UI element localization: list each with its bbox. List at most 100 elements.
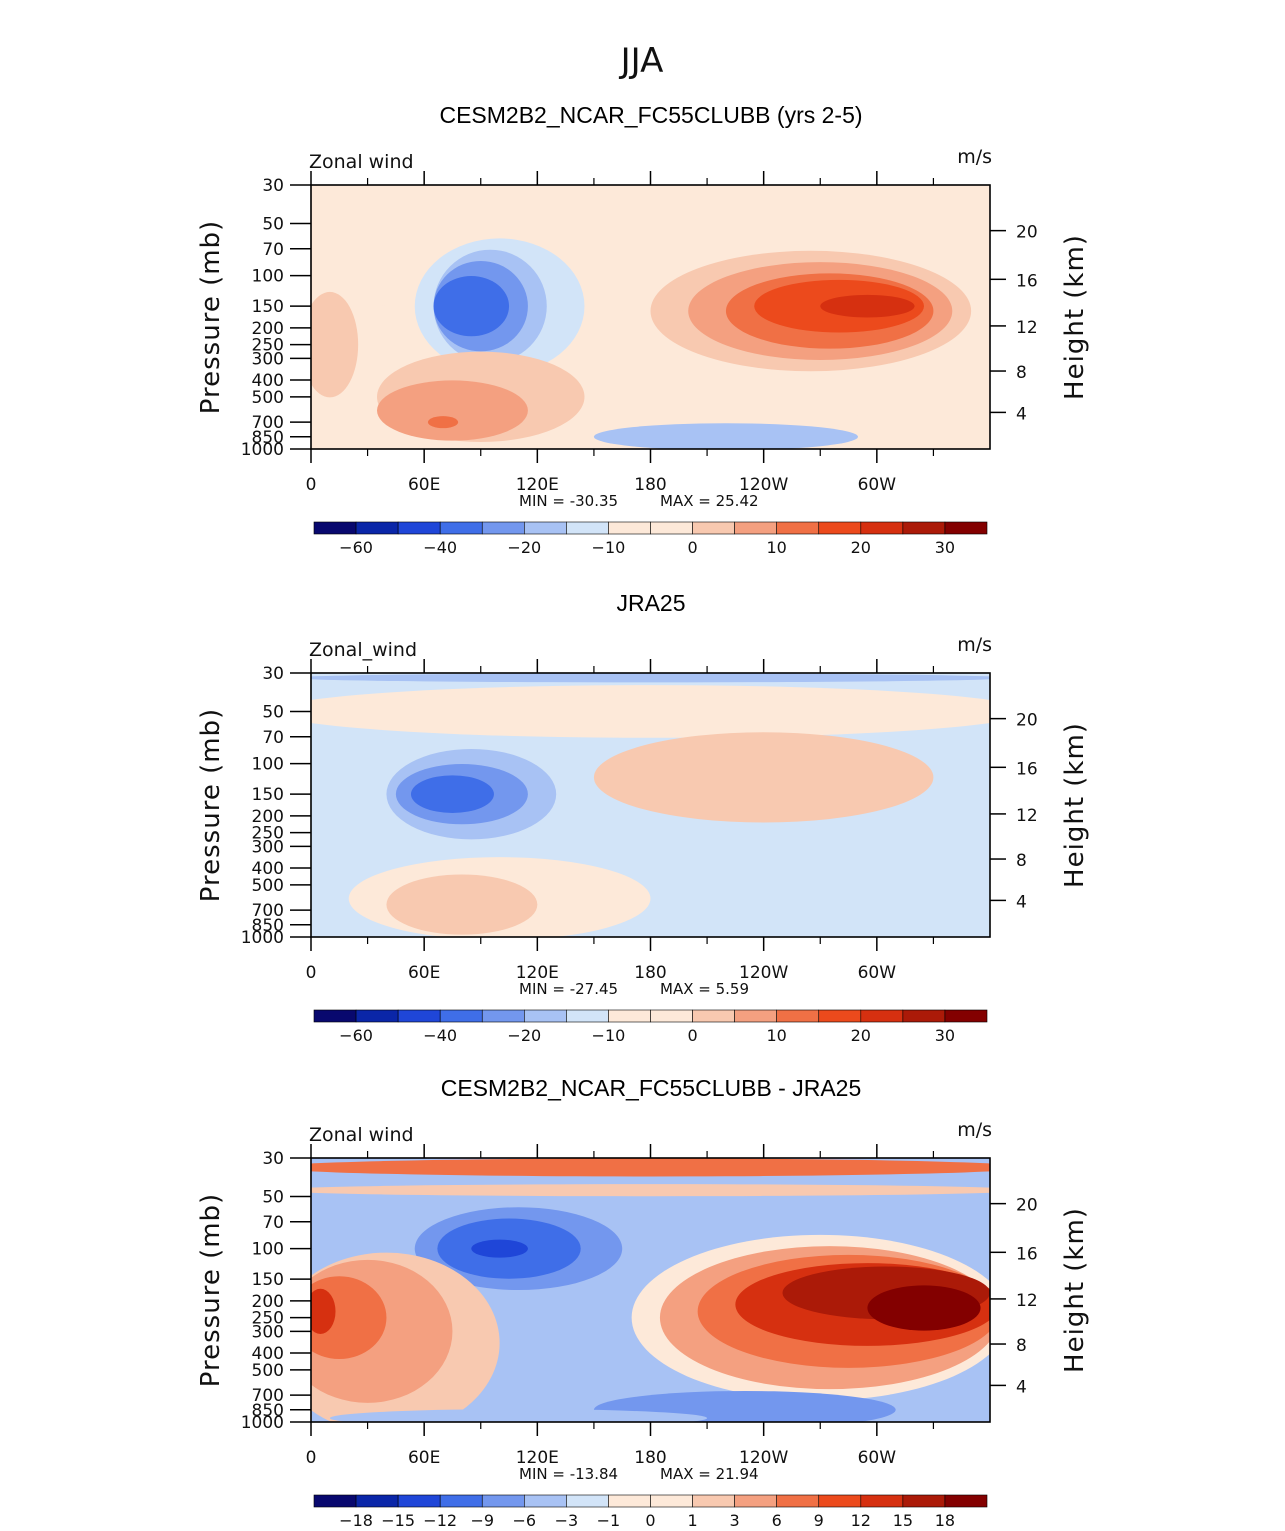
height-tick-label: 8 xyxy=(1016,851,1027,871)
x-tick-label: 120W xyxy=(739,475,788,495)
colorbar-label: 30 xyxy=(935,1026,955,1045)
panel-title: CESM2B2_NCAR_FC55CLUBB - JRA25 xyxy=(441,1075,862,1101)
colorbar-box xyxy=(776,1009,820,1023)
colorbar-box xyxy=(818,1009,862,1023)
colorbar-box xyxy=(524,1009,567,1023)
colorbar-box xyxy=(397,1009,441,1023)
colorbar-box xyxy=(650,521,693,535)
contour-region xyxy=(433,276,510,337)
colorbar-label: −15 xyxy=(381,1511,415,1530)
height-tick-label: 12 xyxy=(1016,1291,1038,1311)
variable-label: Zonal_wind xyxy=(309,639,417,661)
colorbar-box xyxy=(650,1009,693,1023)
y-tick-label: 700 xyxy=(252,1386,284,1406)
y-tick-label: 100 xyxy=(252,267,284,287)
colorbar-box xyxy=(650,1494,693,1508)
colorbar-box xyxy=(902,1494,946,1508)
y-tick-label: 50 xyxy=(262,214,284,234)
contour-region xyxy=(867,1285,981,1331)
colorbar-box xyxy=(355,521,399,535)
y-tick-label: 200 xyxy=(252,1292,284,1312)
colorbar-label: 1 xyxy=(687,1511,697,1530)
colorbar-label: 10 xyxy=(767,538,787,557)
x-tick-label: 180 xyxy=(634,1448,666,1468)
colorbar-box xyxy=(734,1494,777,1508)
colorbar-box xyxy=(355,1009,399,1023)
height-tick-label: 4 xyxy=(1016,892,1027,912)
x-tick-label: 60E xyxy=(408,1448,440,1468)
height-tick-label: 16 xyxy=(1016,1244,1038,1264)
colorbar-box xyxy=(439,1494,483,1508)
y-tick-label: 50 xyxy=(262,702,284,722)
height-tick-label: 4 xyxy=(1016,1377,1027,1397)
colorbar-label: −20 xyxy=(507,1026,541,1045)
variable-label: Zonal wind xyxy=(309,151,414,173)
y-tick-label: 400 xyxy=(252,859,284,879)
x-tick-label: 60W xyxy=(858,1448,897,1468)
colorbar-box xyxy=(524,521,567,535)
colorbar-label: −18 xyxy=(339,1511,373,1530)
height-tick-label: 8 xyxy=(1016,363,1027,383)
contour-region xyxy=(311,673,990,683)
contour-region xyxy=(410,775,494,813)
colorbar-box xyxy=(481,521,525,535)
colorbar-box xyxy=(944,521,988,535)
colorbar-label: −12 xyxy=(423,1511,457,1530)
x-tick-label: 120E xyxy=(516,963,559,983)
y-tick-label: 850 xyxy=(252,916,284,936)
contour-region xyxy=(593,732,934,823)
colorbar-box xyxy=(776,521,820,535)
x-tick-label: 120W xyxy=(739,963,788,983)
height-tick-label: 20 xyxy=(1016,711,1038,731)
min-label: MIN = -13.84 xyxy=(519,1465,618,1483)
colorbar-label: 10 xyxy=(767,1026,787,1045)
y-tick-label: 400 xyxy=(252,1344,284,1364)
contour-field xyxy=(311,1158,990,1422)
colorbar-box xyxy=(860,1494,904,1508)
x-tick-label: 120E xyxy=(516,475,559,495)
colorbar-label: 30 xyxy=(935,538,955,557)
contour-region xyxy=(311,1288,336,1334)
colorbar-label: 18 xyxy=(935,1511,955,1530)
y-tick-label: 300 xyxy=(252,837,284,857)
contour-field xyxy=(311,185,990,449)
x-tick-label: 0 xyxy=(306,963,317,983)
y-tick-label: 100 xyxy=(252,1240,284,1260)
colorbar-box xyxy=(944,1009,988,1023)
x-tick-label: 60W xyxy=(858,963,897,983)
y-tick-label: 70 xyxy=(262,1213,284,1233)
y-tick-label: 30 xyxy=(262,664,284,684)
colorbar-box xyxy=(608,1009,651,1023)
colorbar-box xyxy=(481,1494,525,1508)
y-tick-label: 400 xyxy=(252,371,284,391)
colorbar-box xyxy=(692,1009,735,1023)
colorbar-box xyxy=(608,521,651,535)
colorbar-box xyxy=(776,1494,820,1508)
colorbar-label: −60 xyxy=(339,538,373,557)
contour-region xyxy=(311,685,990,738)
colorbar-label: −60 xyxy=(339,1026,373,1045)
contour-region xyxy=(311,1184,990,1197)
x-tick-label: 60E xyxy=(408,963,440,983)
colorbar-label: −20 xyxy=(507,538,541,557)
height-tick-label: 12 xyxy=(1016,318,1038,338)
colorbar-label: 6 xyxy=(772,1511,782,1530)
y-axis-label: Pressure (mb) xyxy=(196,708,226,902)
y-tick-label: 1000 xyxy=(241,1413,284,1433)
y-axis-label-right: Height (km) xyxy=(1060,234,1090,400)
colorbar-label: −6 xyxy=(513,1511,537,1530)
height-tick-label: 16 xyxy=(1016,759,1038,779)
colorbar-label: −1 xyxy=(597,1511,621,1530)
page-title: JJA xyxy=(619,41,664,81)
colorbar-label: 20 xyxy=(851,1026,871,1045)
max-label: MAX = 5.59 xyxy=(660,980,749,998)
y-tick-label: 30 xyxy=(262,1149,284,1169)
y-tick-label: 30 xyxy=(262,176,284,196)
colorbar-box xyxy=(566,521,609,535)
colorbar-box xyxy=(313,1494,357,1508)
contour-region xyxy=(820,294,915,318)
y-axis-label-right: Height (km) xyxy=(1060,1207,1090,1373)
y-tick-label: 250 xyxy=(252,824,284,844)
